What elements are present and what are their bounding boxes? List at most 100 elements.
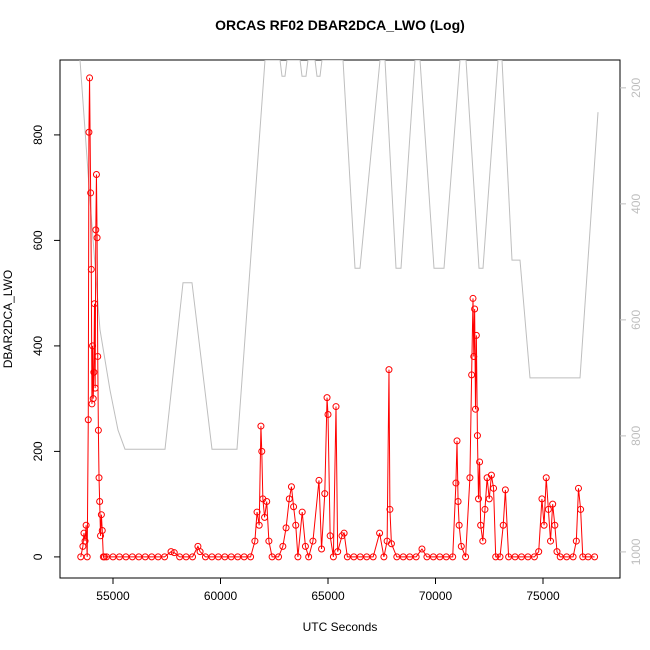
data-point: [80, 529, 88, 537]
data-point: [83, 553, 91, 561]
data-point: [98, 527, 106, 535]
data-point: [538, 495, 546, 503]
data-point: [501, 486, 509, 494]
data-point: [161, 553, 169, 561]
data-point: [369, 553, 377, 561]
data-point: [334, 548, 342, 556]
data-point: [84, 416, 92, 424]
y2-tick-label: 1000: [629, 538, 643, 565]
data-point: [265, 537, 273, 545]
data-point: [87, 265, 95, 273]
data-point: [579, 553, 587, 561]
data-point: [476, 458, 484, 466]
data-point: [326, 532, 334, 540]
data-point: [301, 542, 309, 550]
data-point: [492, 553, 500, 561]
y-tick-label: 0: [31, 553, 45, 560]
data-point: [255, 521, 263, 529]
data-point: [253, 508, 261, 516]
data-point: [90, 368, 98, 376]
data-point: [453, 437, 461, 445]
data-point: [551, 521, 559, 529]
data-point: [472, 331, 480, 339]
data-point: [247, 553, 255, 561]
data-point: [475, 495, 483, 503]
data-point: [91, 300, 99, 308]
data-point: [466, 474, 474, 482]
data-point: [85, 128, 93, 136]
data-point: [279, 542, 287, 550]
data-point: [96, 498, 104, 506]
data-point: [285, 495, 293, 503]
data-point: [418, 545, 426, 553]
series-line: [79, 60, 599, 450]
data-point: [473, 432, 481, 440]
data-point: [287, 483, 295, 491]
data-point: [454, 498, 462, 506]
data-point: [549, 500, 557, 508]
y2-tick-label: 200: [629, 78, 643, 98]
x-tick-label: 60000: [204, 589, 238, 603]
data-point: [471, 305, 479, 313]
data-point: [540, 521, 548, 529]
data-point: [547, 537, 555, 545]
data-point: [91, 384, 99, 392]
data-point: [89, 342, 97, 350]
data-point: [100, 553, 108, 561]
data-point: [261, 513, 269, 521]
y-axis-label: DBAR2DCA_LWO: [1, 270, 15, 368]
data-point: [97, 511, 105, 519]
data-point: [471, 405, 479, 413]
data-point: [263, 498, 271, 506]
data-point: [530, 553, 538, 561]
data-point: [470, 352, 478, 360]
data-point: [490, 484, 498, 492]
data-point: [591, 553, 599, 561]
data-point: [544, 505, 552, 513]
data-point: [340, 529, 348, 537]
data-point: [496, 553, 504, 561]
data-point: [81, 537, 89, 545]
data-point: [455, 521, 463, 529]
data-point: [487, 471, 495, 479]
x-axis-label: UTC Seconds: [303, 620, 378, 634]
data-point: [92, 226, 100, 234]
data-point: [290, 503, 298, 511]
data-point: [82, 521, 90, 529]
data-point: [89, 395, 97, 403]
data-point: [462, 553, 470, 561]
data-point: [92, 170, 100, 178]
data-point: [569, 553, 577, 561]
y-tick-label: 800: [31, 125, 45, 145]
data-point: [275, 553, 283, 561]
chart-title: ORCAS RF02 DBAR2DCA_LWO (Log): [215, 17, 465, 33]
data-point: [386, 505, 394, 513]
y-tick-label: 200: [31, 441, 45, 461]
data-point: [258, 447, 266, 455]
data-point: [257, 422, 265, 430]
data-point: [376, 529, 384, 537]
data-point: [572, 537, 580, 545]
data-point: [499, 521, 507, 529]
data-point: [468, 371, 476, 379]
data-point: [380, 553, 388, 561]
data-point: [94, 426, 102, 434]
data-point: [479, 537, 487, 545]
data-point: [321, 490, 329, 498]
data-point: [323, 394, 331, 402]
data-point: [574, 484, 582, 492]
data-point: [457, 542, 465, 550]
y2-tick-label: 600: [629, 310, 643, 330]
data-point: [385, 366, 393, 374]
data-point: [95, 474, 103, 482]
data-point: [94, 352, 102, 360]
plot-frame: [59, 59, 621, 579]
data-point: [170, 549, 178, 557]
y-tick-label: 400: [31, 336, 45, 356]
x-tick-label: 70000: [419, 589, 453, 603]
data-point: [553, 548, 561, 556]
data-point: [189, 553, 197, 561]
data-point: [387, 540, 395, 548]
